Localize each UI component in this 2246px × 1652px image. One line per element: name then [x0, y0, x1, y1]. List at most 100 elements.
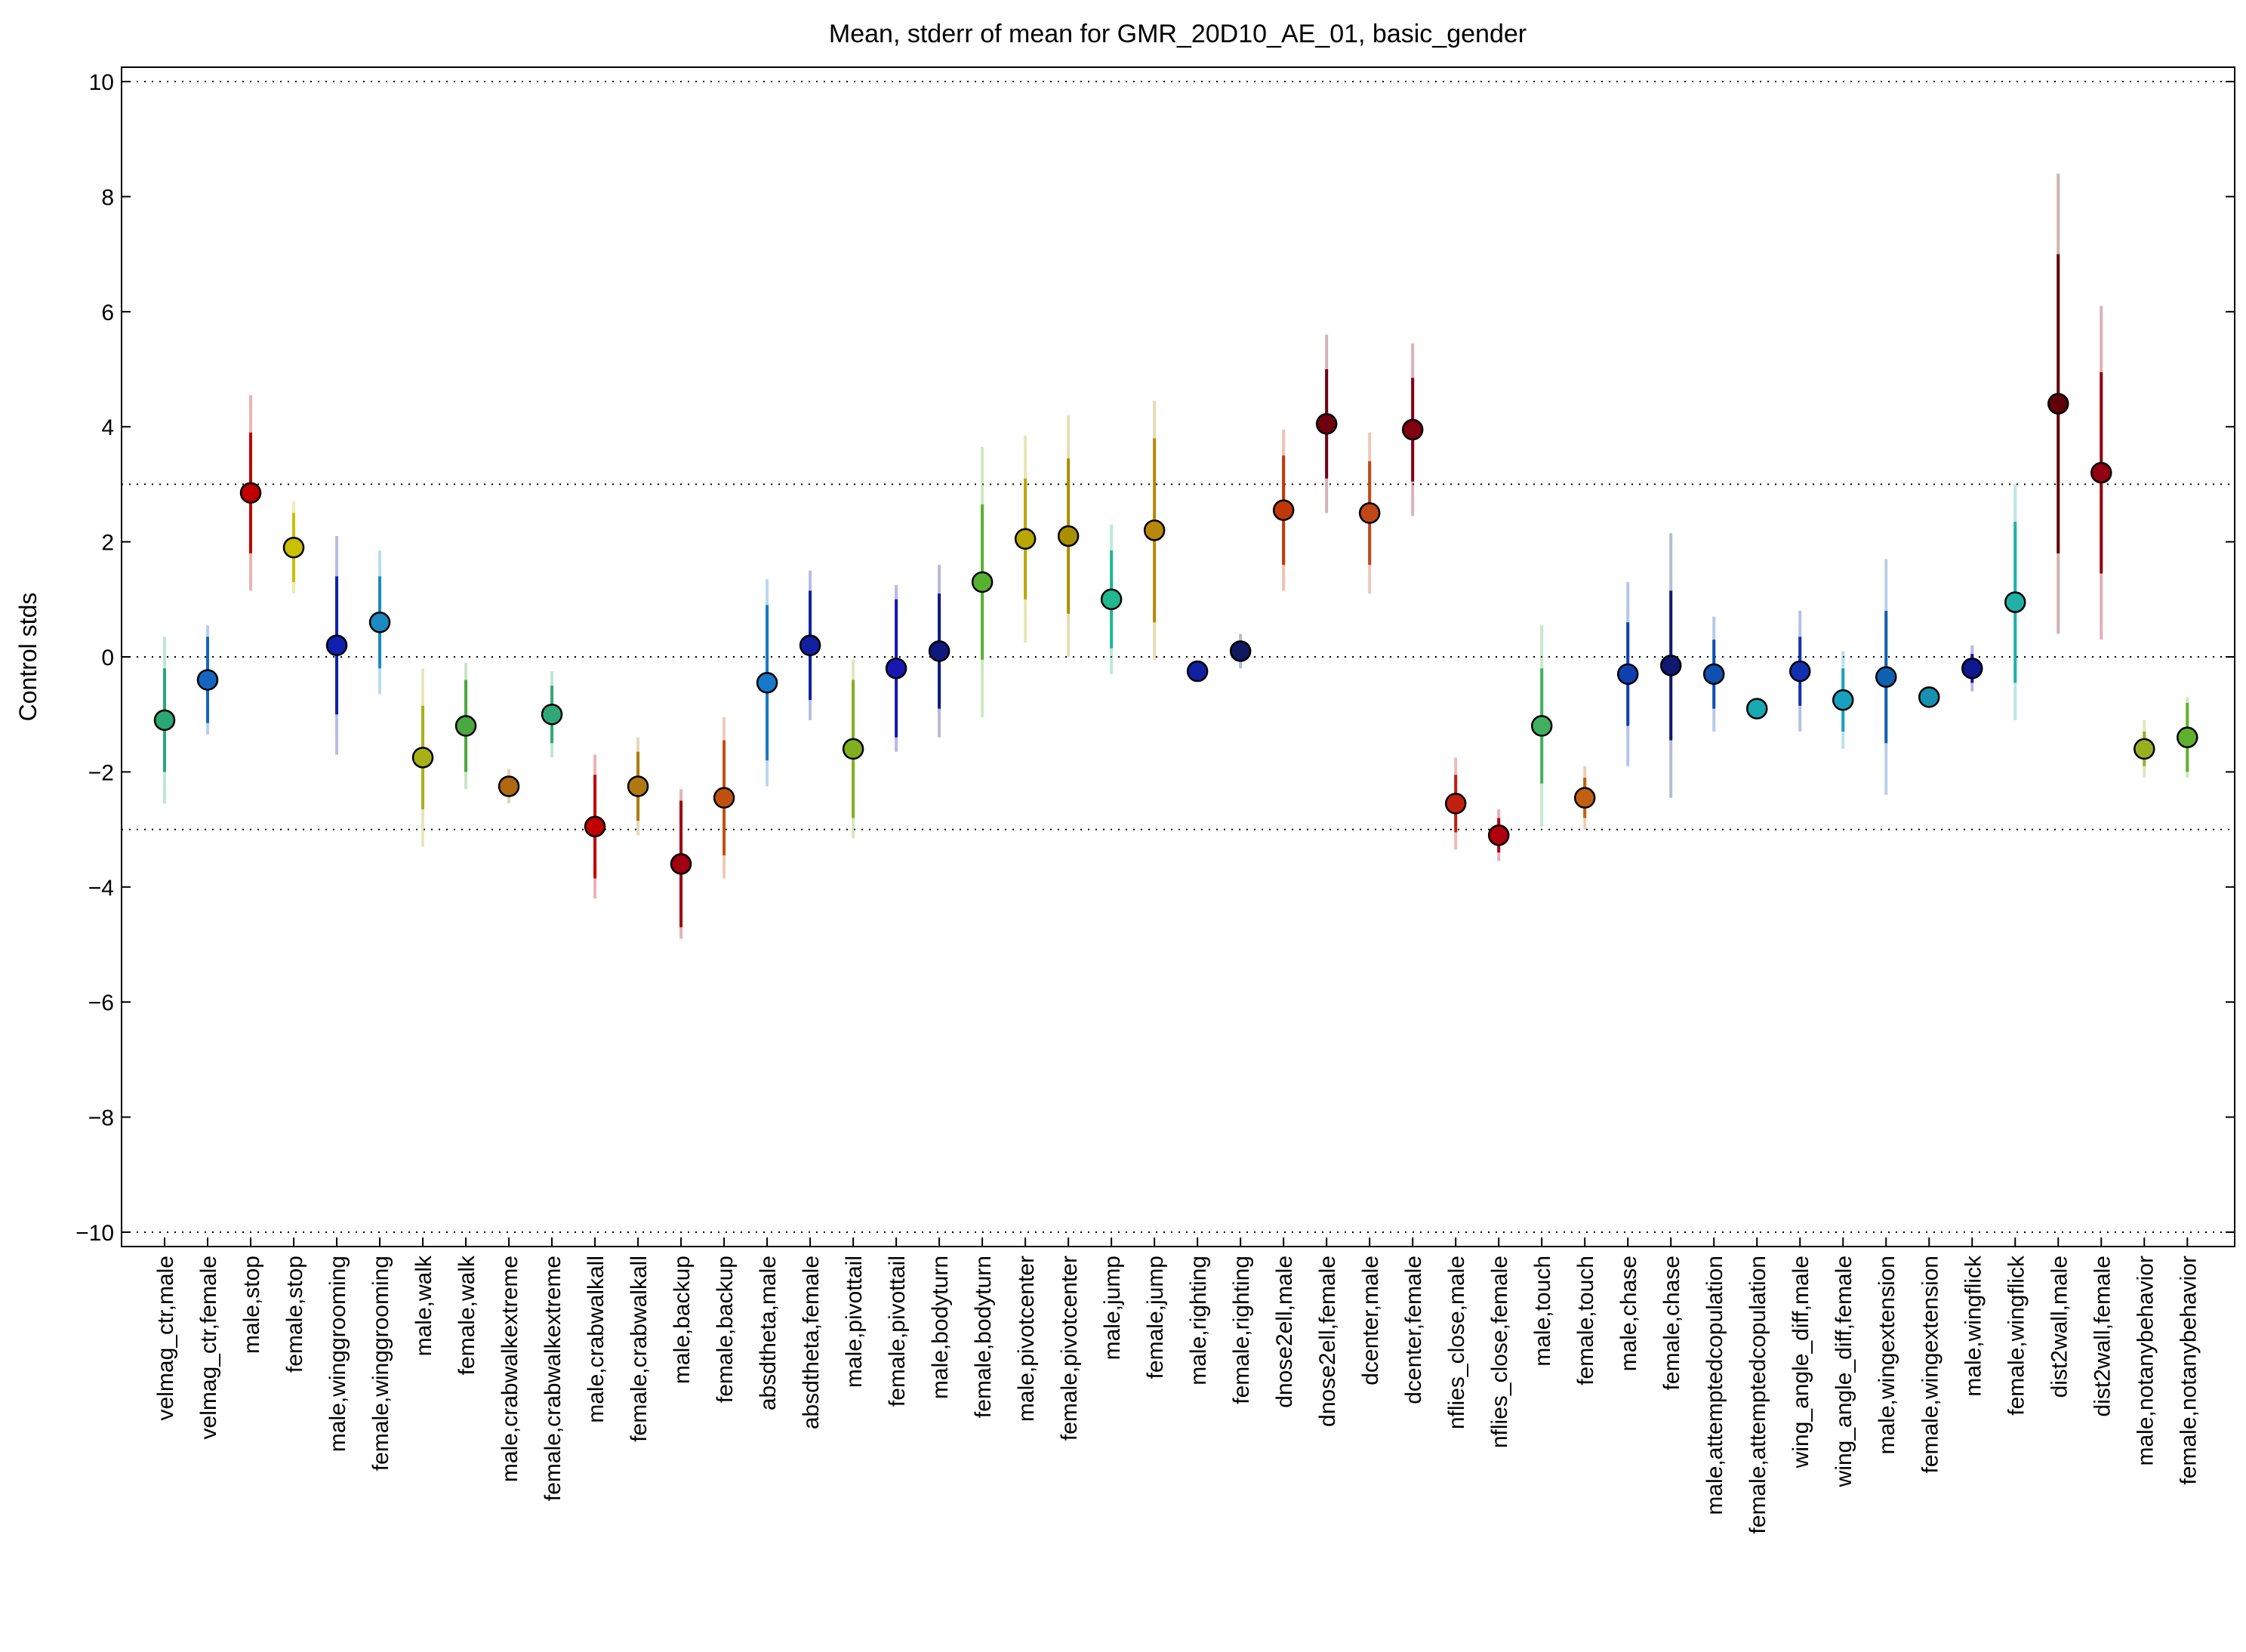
mean-marker	[325, 634, 348, 657]
y-tick-label: −2	[88, 760, 114, 785]
mean-marker	[239, 482, 262, 504]
x-tick-label: absdtheta,male	[756, 1256, 781, 1410]
x-tick-label: dist2wall,male	[2047, 1256, 2072, 1398]
mean-marker	[1100, 588, 1123, 611]
mean-marker	[1444, 793, 1467, 815]
y-tick-label: −4	[88, 876, 114, 901]
x-tick-label: female,wingextension	[1918, 1256, 1943, 1474]
x-tick-label: female,attemptedcopulation	[1745, 1256, 1770, 1534]
mean-marker	[885, 657, 907, 680]
x-tick-label: male,touch	[1530, 1256, 1555, 1367]
mean-marker	[971, 571, 994, 593]
x-tick-label: velmag_ctr,female	[196, 1256, 221, 1439]
mean-marker	[1315, 413, 1338, 435]
x-tick-label: female,crabwalkall	[627, 1256, 652, 1442]
y-tick-label: −6	[88, 991, 114, 1016]
mean-marker	[928, 640, 950, 662]
x-tick-label: dcenter,female	[1401, 1256, 1426, 1404]
x-tick-label: female,bodyturn	[971, 1256, 996, 1418]
mean-marker	[842, 738, 864, 760]
mean-marker	[1745, 698, 1768, 720]
x-tick-label: female,notanybehavior	[2176, 1256, 2201, 1485]
mean-marker	[1961, 657, 1983, 680]
x-tick-label: male,notanybehavior	[2133, 1256, 2158, 1466]
mean-marker	[1014, 528, 1037, 550]
x-tick-label: female,winggrooming	[368, 1256, 393, 1471]
mean-marker	[1659, 655, 1682, 677]
x-tick-label: female,touch	[1573, 1256, 1598, 1385]
x-tick-label: female,chase	[1659, 1256, 1684, 1390]
x-tick-label: male,backup	[670, 1256, 695, 1384]
x-tick-label: dnose2ell,female	[1315, 1256, 1340, 1427]
y-tick-label: 0	[101, 646, 114, 670]
mean-marker	[541, 703, 563, 726]
x-tick-label: dnose2ell,male	[1272, 1256, 1297, 1408]
y-tick-label: 10	[89, 70, 114, 95]
x-tick-label: velmag_ctr,male	[153, 1256, 178, 1420]
x-tick-label: female,righting	[1229, 1256, 1254, 1404]
mean-marker	[1401, 418, 1424, 441]
x-tick-label: wing_angle_diff,male	[1788, 1256, 1813, 1469]
mean-marker	[498, 775, 520, 797]
x-tick-label: dcenter,male	[1358, 1256, 1383, 1385]
mean-marker	[1616, 663, 1639, 686]
mean-marker	[2004, 591, 2026, 613]
x-tick-label: male,winggrooming	[325, 1256, 350, 1452]
x-tick-label: male,bodyturn	[928, 1256, 953, 1399]
mean-marker	[2047, 393, 2069, 415]
x-tick-label: male,jump	[1100, 1256, 1125, 1360]
mean-marker	[1487, 824, 1510, 846]
x-tick-label: female,wingflick	[2004, 1255, 2029, 1416]
mean-marker	[196, 669, 219, 691]
x-tick-label: male,walk	[411, 1255, 436, 1356]
mean-marker	[1358, 502, 1381, 524]
x-tick-label: male,pivotcenter	[1014, 1256, 1039, 1422]
x-tick-label: male,attemptedcopulation	[1702, 1256, 1727, 1515]
mean-marker	[627, 775, 649, 797]
mean-marker	[1272, 499, 1295, 521]
y-tick-label: 4	[101, 415, 114, 440]
x-tick-label: female,walk	[454, 1255, 479, 1375]
y-tick-label: 6	[101, 301, 114, 325]
mean-marker	[1143, 519, 1166, 541]
mean-marker	[756, 672, 778, 694]
x-tick-label: nflies_close,female	[1487, 1256, 1512, 1448]
mean-marker	[2177, 726, 2198, 748]
x-tick-label: female,crabwalkextreme	[541, 1256, 565, 1501]
mean-marker	[454, 715, 477, 737]
mean-marker	[153, 709, 176, 732]
mean-marker	[1530, 715, 1553, 737]
x-tick-label: male,wingextension	[1875, 1256, 1899, 1454]
mean-marker	[1573, 787, 1596, 809]
x-tick-label: absdtheta,female	[799, 1256, 824, 1429]
mean-marker	[282, 536, 305, 559]
mean-marker	[1918, 686, 1940, 708]
mean-marker	[1057, 525, 1080, 547]
mean-marker	[1702, 663, 1725, 686]
mean-marker	[2134, 738, 2155, 760]
x-tick-label: nflies_close,male	[1444, 1256, 1469, 1429]
x-tick-label: male,crabwalkall	[584, 1256, 608, 1423]
x-tick-label: wing_angle_diff,female	[1832, 1256, 1856, 1487]
mean-marker	[713, 787, 735, 809]
x-tick-label: female,backup	[713, 1256, 738, 1403]
y-tick-label: 2	[101, 531, 114, 556]
y-tick-label: −10	[75, 1221, 114, 1246]
x-tick-label: female,pivotcenter	[1057, 1256, 1082, 1441]
x-tick-label: male,stop	[239, 1256, 264, 1354]
mean-marker	[1186, 660, 1209, 683]
x-tick-label: male,wingflick	[1961, 1255, 1986, 1397]
mean-marker	[799, 634, 821, 657]
chart-title: Mean, stderr of mean for GMR_20D10_AE_01…	[829, 20, 1527, 48]
y-tick-label: 8	[101, 185, 114, 210]
x-tick-label: female,stop	[282, 1256, 307, 1373]
y-axis-label: Control stds	[14, 593, 42, 722]
x-tick-label: male,righting	[1186, 1256, 1211, 1385]
mean-marker	[584, 815, 606, 838]
x-tick-label: dist2wall,female	[2090, 1256, 2115, 1416]
mean-marker	[1875, 666, 1897, 688]
plot-frame	[121, 66, 2235, 1247]
